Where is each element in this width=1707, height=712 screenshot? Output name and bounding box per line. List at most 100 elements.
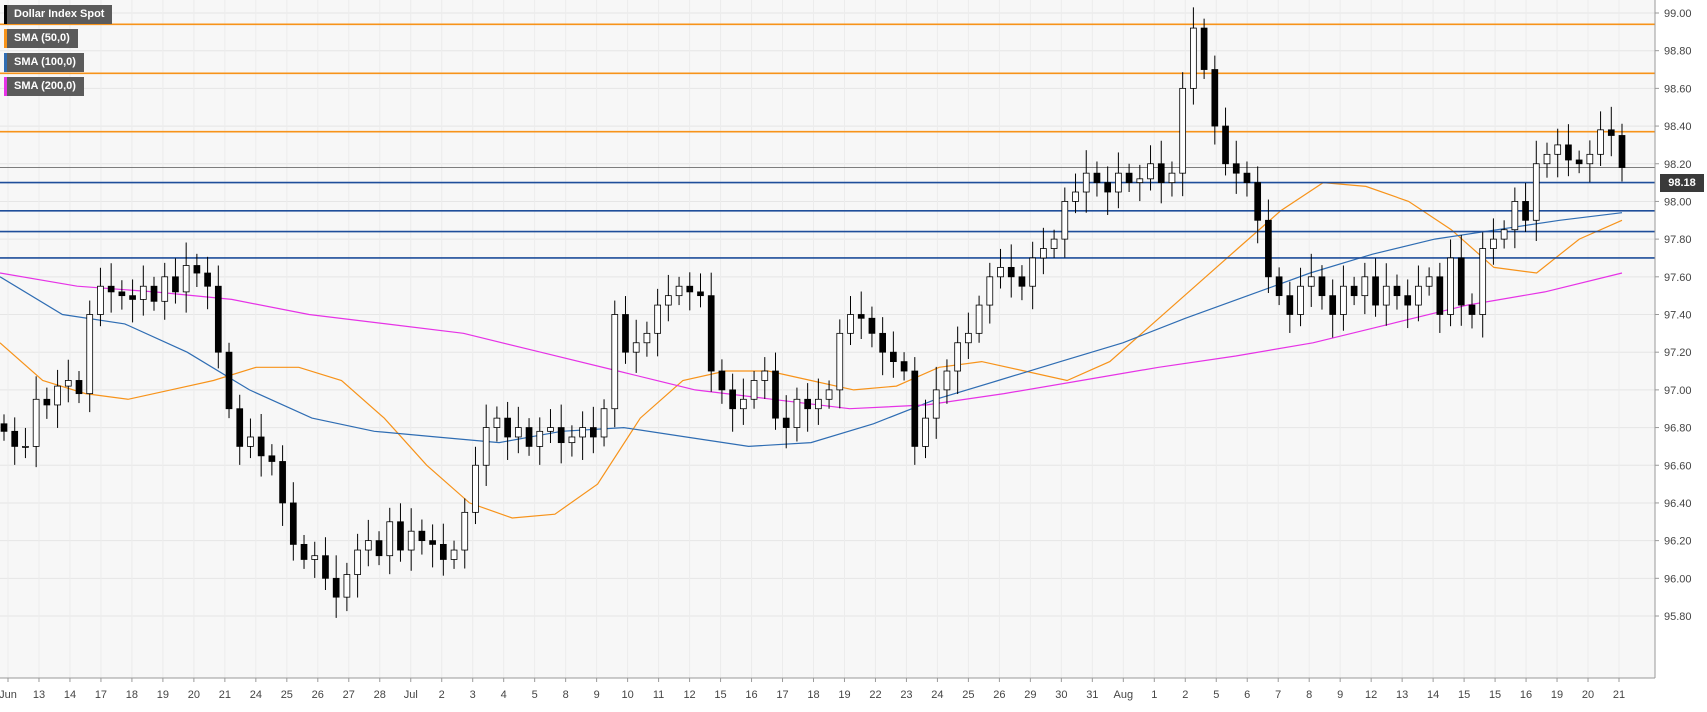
candle-up bbox=[182, 265, 190, 293]
y-tick-label: 98.60 bbox=[1664, 83, 1692, 95]
x-tick-label: 15 bbox=[1458, 689, 1470, 701]
candle-up bbox=[1136, 178, 1144, 183]
candle-up bbox=[1425, 276, 1433, 287]
x-tick-label: 21 bbox=[1613, 689, 1625, 701]
candle-down bbox=[804, 398, 811, 410]
candle-down bbox=[150, 285, 158, 302]
x-tick-label: 28 bbox=[374, 689, 386, 701]
candle-down bbox=[236, 408, 244, 447]
candle-down bbox=[322, 555, 329, 579]
candle-down bbox=[429, 540, 436, 545]
candle-up bbox=[407, 530, 415, 551]
candle-down bbox=[707, 295, 715, 372]
candle-up bbox=[1168, 172, 1176, 183]
sma50-line bbox=[0, 181, 1623, 519]
legend-label: SMA (200,0) bbox=[14, 80, 76, 92]
candle-up bbox=[482, 427, 490, 466]
horizontal-levels bbox=[0, 23, 1655, 259]
candle-up bbox=[97, 285, 104, 315]
candle-down bbox=[1404, 295, 1412, 306]
candle-up bbox=[1179, 87, 1187, 174]
legend-label: Dollar Index Spot bbox=[14, 8, 105, 20]
candle-up bbox=[1040, 248, 1047, 259]
candle-up bbox=[1500, 229, 1508, 240]
candle-up bbox=[965, 332, 972, 344]
candle-down bbox=[772, 370, 779, 419]
candle-down bbox=[439, 543, 447, 560]
x-tick-label: Jul bbox=[404, 689, 418, 701]
legend-swatch bbox=[4, 53, 7, 72]
candle-down bbox=[1618, 135, 1626, 168]
y-axis: 95.80 96.00 96.20 96.40 96.60 96.80 97.00 97.20… bbox=[1655, 8, 1692, 623]
y-tick-label: 97.00 bbox=[1664, 385, 1692, 397]
x-tick-label: 8 bbox=[563, 689, 569, 701]
candle-up bbox=[311, 555, 319, 560]
candle-down bbox=[43, 398, 51, 406]
x-tick-label: 19 bbox=[157, 689, 169, 701]
candle-up bbox=[1082, 172, 1090, 193]
legend-item-sma200[interactable]: SMA (200,0) bbox=[4, 77, 84, 96]
candle-down bbox=[1007, 266, 1015, 278]
legend-item-sma50[interactable]: SMA (50,0) bbox=[4, 29, 78, 48]
x-tick-label: 31 bbox=[1086, 689, 1098, 701]
candle-down bbox=[172, 276, 179, 293]
x-axis: Jun 13 14 17 18 19 20 21 24 25 26 27 28 Jul 2 3 4 5 8 9 10 11… bbox=[0, 678, 1625, 701]
x-tick-label: 25 bbox=[962, 689, 974, 701]
candles bbox=[0, 7, 1626, 618]
candle-down bbox=[1275, 276, 1283, 297]
x-tick-label: 7 bbox=[1275, 689, 1281, 701]
candle-up bbox=[611, 314, 619, 410]
legend-swatch bbox=[4, 5, 7, 24]
candle-down bbox=[1607, 129, 1615, 136]
candle-up bbox=[954, 342, 962, 372]
candle-down bbox=[268, 455, 276, 462]
candle-down bbox=[225, 351, 233, 410]
candle-up bbox=[943, 370, 951, 391]
plot-area bbox=[0, 0, 1655, 678]
candle-up bbox=[1029, 257, 1037, 287]
candle-down bbox=[1265, 219, 1272, 278]
candle-down bbox=[1468, 304, 1476, 315]
candle-up bbox=[1597, 129, 1604, 155]
candle-down bbox=[1372, 276, 1379, 306]
candle-down bbox=[900, 361, 908, 372]
y-tick-label: 98.20 bbox=[1664, 159, 1692, 171]
x-tick-label: 20 bbox=[1582, 689, 1594, 701]
candle-up bbox=[461, 511, 469, 551]
candle-down bbox=[868, 317, 876, 334]
x-tick-label: Jun bbox=[0, 689, 17, 701]
candle-down bbox=[1436, 276, 1444, 315]
x-tick-label: 24 bbox=[250, 689, 262, 701]
y-tick-label: 98.40 bbox=[1664, 121, 1692, 133]
candle-up bbox=[1190, 27, 1197, 89]
y-tick-label: 96.40 bbox=[1664, 498, 1692, 510]
candle-down bbox=[11, 430, 19, 447]
x-tick-label: 14 bbox=[1427, 689, 1439, 701]
candle-down bbox=[204, 272, 211, 287]
x-tick-label: 29 bbox=[1024, 689, 1036, 701]
candle-up bbox=[161, 276, 169, 302]
candle-down bbox=[1575, 159, 1583, 165]
candle-up bbox=[64, 380, 72, 387]
legend-item-dollar-index[interactable]: Dollar Index Spot bbox=[4, 5, 113, 24]
candle-down bbox=[193, 265, 201, 274]
candle-down bbox=[418, 530, 426, 542]
candle-down bbox=[279, 461, 286, 504]
candle-up bbox=[664, 295, 672, 306]
legend-item-sma100[interactable]: SMA (100,0) bbox=[4, 53, 84, 72]
candle-up bbox=[975, 304, 983, 334]
x-tick-label: 15 bbox=[714, 689, 726, 701]
candle-up bbox=[632, 342, 640, 353]
candle-down bbox=[1318, 276, 1326, 297]
candle-down bbox=[1211, 69, 1219, 127]
y-tick-label: 96.60 bbox=[1664, 460, 1692, 472]
candle-up bbox=[536, 430, 544, 447]
candle-down bbox=[890, 351, 897, 363]
candle-up bbox=[836, 332, 844, 391]
candle-down bbox=[1350, 285, 1358, 297]
candle-down bbox=[857, 314, 865, 319]
candle-down bbox=[525, 427, 533, 447]
candle-down bbox=[557, 427, 565, 444]
x-tick-label: 26 bbox=[993, 689, 1005, 701]
x-tick-label: 17 bbox=[776, 689, 788, 701]
